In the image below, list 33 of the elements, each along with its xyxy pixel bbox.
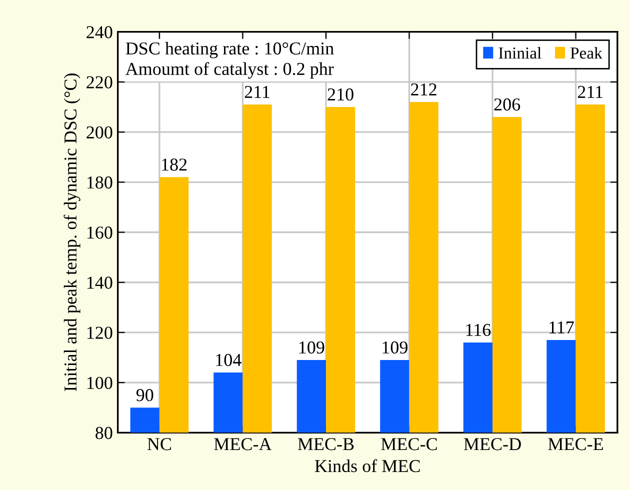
x-axis-title: Kinds of MEC: [314, 459, 420, 472]
y-tick-label: 220: [86, 76, 112, 88]
y-tick-label: 240: [86, 26, 112, 38]
data-label: 116: [466, 324, 491, 336]
data-label: 211: [578, 86, 602, 98]
y-tick-label: 80: [96, 426, 112, 440]
x-tick-label: NC: [147, 438, 171, 450]
y-tick-label: 140: [87, 276, 112, 289]
annotation: DSC heating rate : 10°C/min: [126, 42, 334, 58]
y-axis-title: Initial and peak temp. of dynamic DSC (°C): [64, 74, 80, 392]
data-label: 104: [216, 354, 242, 366]
legend-label: Peak: [570, 46, 602, 59]
y-tick-label: 200: [86, 126, 112, 138]
x-tick-label: MEC-D: [464, 438, 521, 450]
x-tick-label: MEC-C: [381, 438, 437, 450]
data-label: 182: [162, 158, 187, 171]
data-label: 210: [328, 88, 354, 101]
y-tick-label: 120: [87, 326, 112, 339]
data-label: 109: [299, 341, 324, 354]
x-tick-label: MEC-B: [298, 438, 354, 450]
data-label: 109: [382, 341, 408, 354]
y-tick-label: 160: [87, 226, 112, 239]
annotation: Amoumt of catalyst : 0.2 phr: [125, 62, 334, 79]
x-tick-label: MEC-E: [548, 438, 603, 450]
y-tick-label: 180: [87, 176, 112, 189]
data-label: 206: [494, 98, 520, 111]
x-tick-label: MEC-A: [214, 438, 272, 450]
data-label: 90: [136, 388, 154, 402]
y-tick-label: 100: [87, 376, 112, 390]
legend-label: Ininial: [498, 46, 542, 59]
data-label: 117: [550, 321, 574, 334]
data-label: 211: [244, 86, 270, 98]
data-label: 212: [411, 83, 436, 96]
